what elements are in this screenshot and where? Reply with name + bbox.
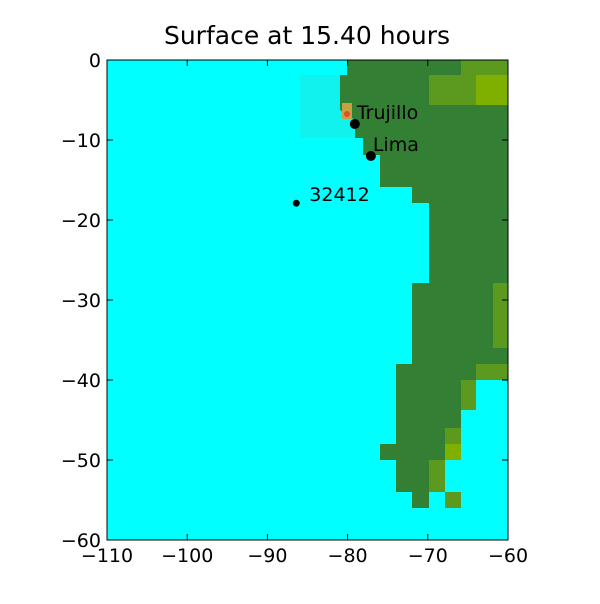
y-tick-label: −30 <box>61 290 101 312</box>
x-tick-label: −80 <box>328 545 368 567</box>
point-label: 32412 <box>309 184 369 206</box>
point-label: Trujillo <box>356 102 418 124</box>
point-label: Lima <box>373 134 419 156</box>
y-tick-label: −50 <box>61 450 101 472</box>
highland-peak <box>445 75 508 460</box>
chart-title: Surface at 15.40 hours <box>164 21 450 50</box>
x-tick-label: −70 <box>408 545 448 567</box>
point <box>292 199 300 207</box>
y-tick-label: −20 <box>61 210 101 232</box>
hotspot-core <box>344 111 350 117</box>
point <box>349 119 360 129</box>
y-tick-label: −10 <box>61 130 101 152</box>
point <box>365 151 376 161</box>
y-tick-label: −40 <box>61 370 101 392</box>
x-tick-label: −110 <box>81 545 133 567</box>
x-tick-label: −90 <box>247 545 287 567</box>
y-tick-label: −60 <box>61 530 101 552</box>
x-tick-label: −60 <box>488 545 528 567</box>
x-tick-label: −100 <box>161 545 213 567</box>
y-tick-label: 0 <box>89 50 101 72</box>
